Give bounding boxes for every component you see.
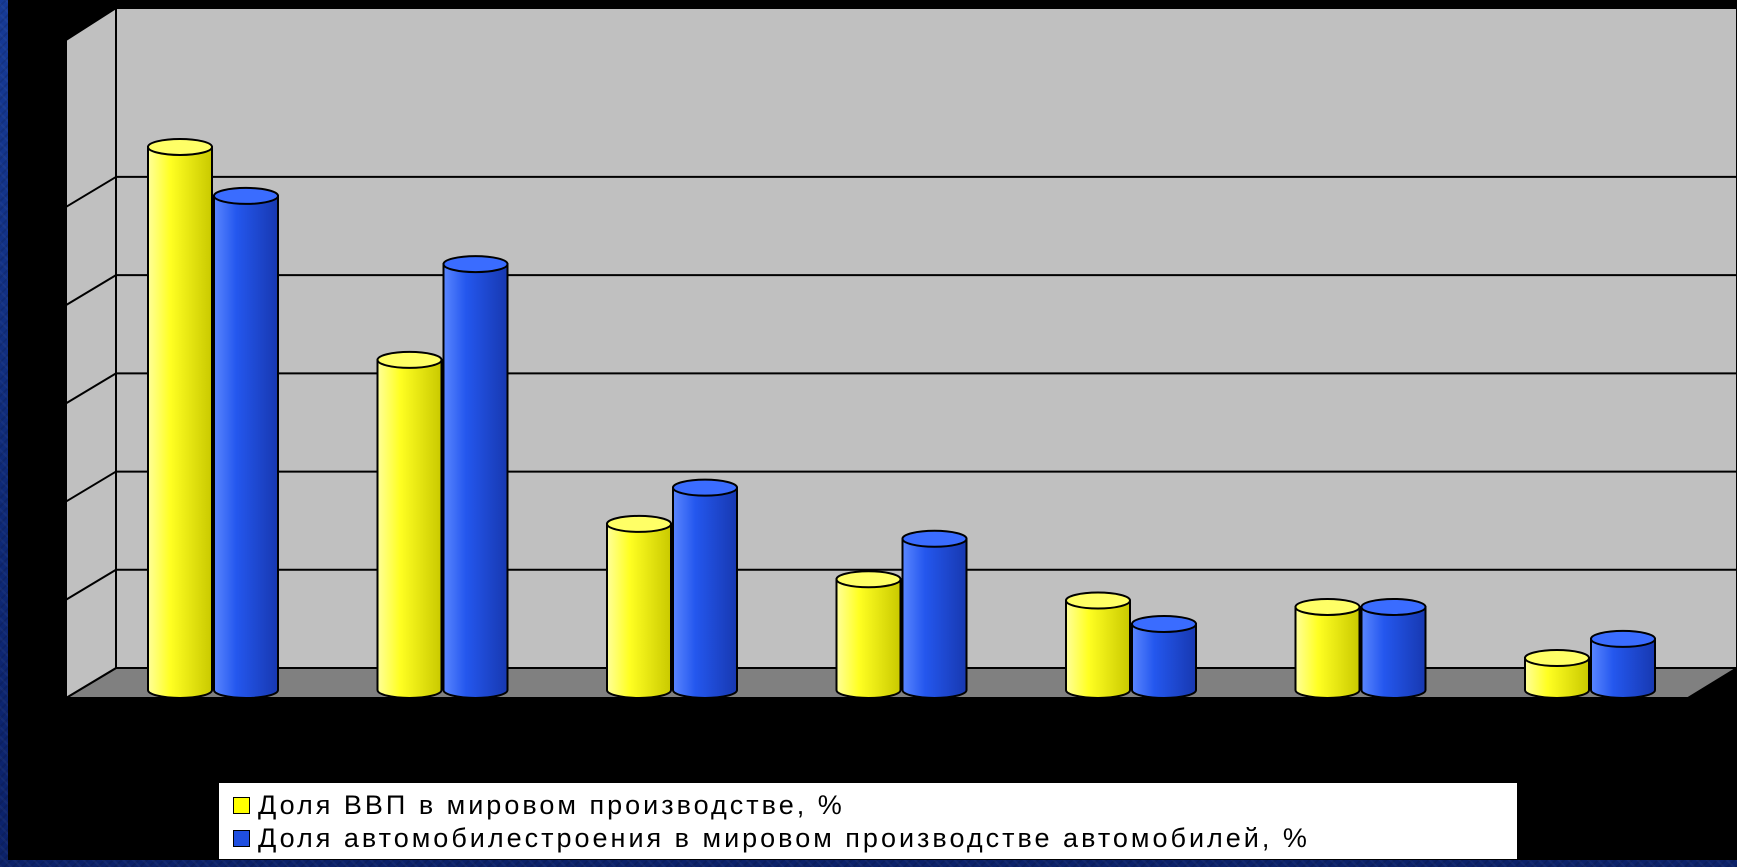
bars	[147, 137, 1656, 699]
legend-swatch-gdp	[233, 797, 250, 814]
bar-gdp-5	[1065, 591, 1131, 699]
legend-swatch-auto	[233, 830, 250, 847]
bar-gdp-3	[606, 514, 672, 699]
bar-gdp-7	[1524, 649, 1590, 699]
gridline-side	[65, 372, 117, 405]
bar-gdp-1	[147, 137, 213, 699]
gridline-side	[65, 568, 117, 601]
bar-gdp-2	[376, 350, 443, 699]
bar-auto-7	[1590, 629, 1656, 699]
legend-entry-auto: Доля автомобилестроения в мировом произв…	[233, 822, 1507, 855]
gridline-side	[65, 470, 117, 503]
legend-label-auto: Доля автомобилестроения в мировом произв…	[258, 823, 1310, 853]
gridline-side	[65, 274, 117, 307]
gridline-side	[65, 176, 117, 208]
bar-auto-5	[1131, 614, 1197, 699]
bar-auto-1	[213, 186, 279, 699]
bar-auto-3	[672, 478, 738, 699]
bar-auto-2	[442, 255, 509, 699]
bar-auto-6	[1360, 597, 1427, 699]
legend-label-gdp: Доля ВВП в мировом производстве, %	[258, 790, 845, 820]
chart-plot	[62, 6, 1737, 700]
chart-panel: Доля ВВП в мировом производстве, % Доля …	[8, 0, 1737, 860]
bar-gdp-6	[1294, 597, 1361, 699]
legend-entry-gdp: Доля ВВП в мировом производстве, %	[233, 789, 1507, 822]
bar-auto-4	[901, 529, 968, 699]
legend: Доля ВВП в мировом производстве, % Доля …	[218, 782, 1518, 860]
bar-gdp-4	[835, 570, 902, 699]
